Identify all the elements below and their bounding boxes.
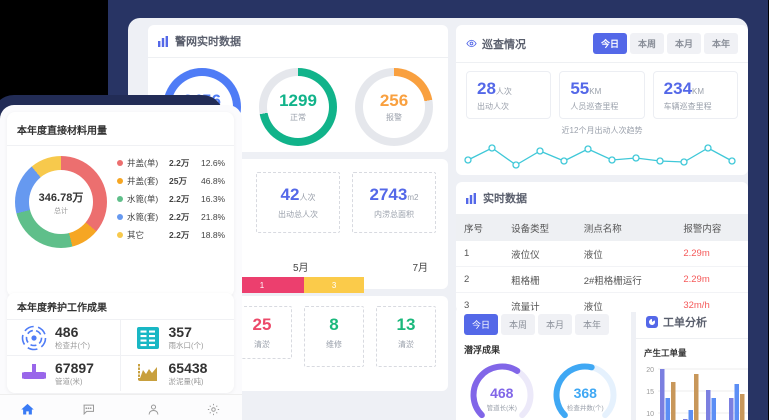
svg-text:15: 15 [646, 389, 654, 396]
svg-text:10: 10 [646, 411, 654, 418]
svg-text:20: 20 [646, 367, 654, 374]
